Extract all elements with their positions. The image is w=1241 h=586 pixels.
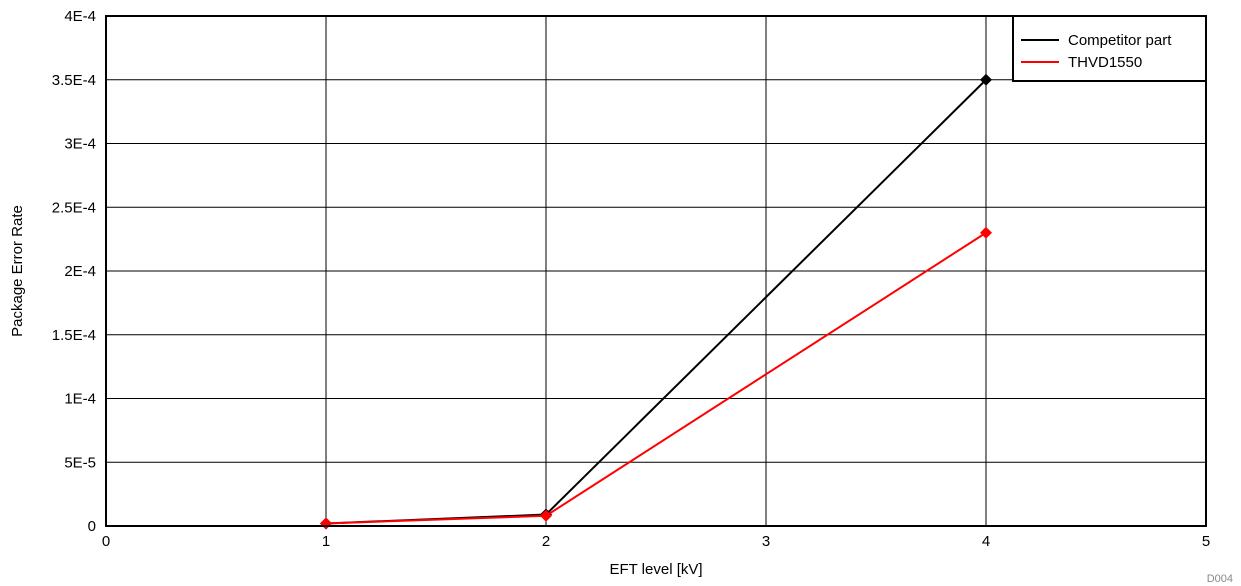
legend-label: THVD1550 — [1068, 54, 1142, 71]
figure-code: D004 — [1207, 573, 1233, 585]
x-tick-label: 4 — [982, 533, 990, 550]
x-tick-label: 2 — [542, 533, 550, 550]
y-tick-label: 2E-4 — [64, 263, 96, 280]
y-tick-label: 1E-4 — [64, 391, 96, 408]
x-axis-label: EFT level [kV] — [609, 561, 702, 578]
legend-label: Competitor part — [1068, 32, 1172, 49]
y-axis-label: Package Error Rate — [9, 205, 26, 337]
y-tick-label: 3E-4 — [64, 136, 96, 153]
legend: Competitor part THVD1550 — [1013, 16, 1206, 81]
x-tick-label: 0 — [102, 533, 110, 550]
x-tick-label: 5 — [1202, 533, 1210, 550]
y-tick-label: 3.5E-4 — [52, 72, 96, 89]
y-tick-label: 5E-5 — [64, 454, 96, 471]
x-tick-label: 3 — [762, 533, 770, 550]
x-tick-labels: 0 1 2 3 4 5 — [102, 533, 1210, 550]
y-tick-label: 0 — [88, 518, 96, 535]
x-tick-label: 1 — [322, 533, 330, 550]
y-tick-labels: 0 5E-5 1E-4 1.5E-4 2E-4 2.5E-4 3E-4 3.5E-4 4E-4 — [52, 8, 96, 535]
y-tick-label: 1.5E-4 — [52, 327, 96, 344]
y-tick-label: 4E-4 — [64, 8, 96, 25]
y-tick-label: 2.5E-4 — [52, 199, 96, 216]
